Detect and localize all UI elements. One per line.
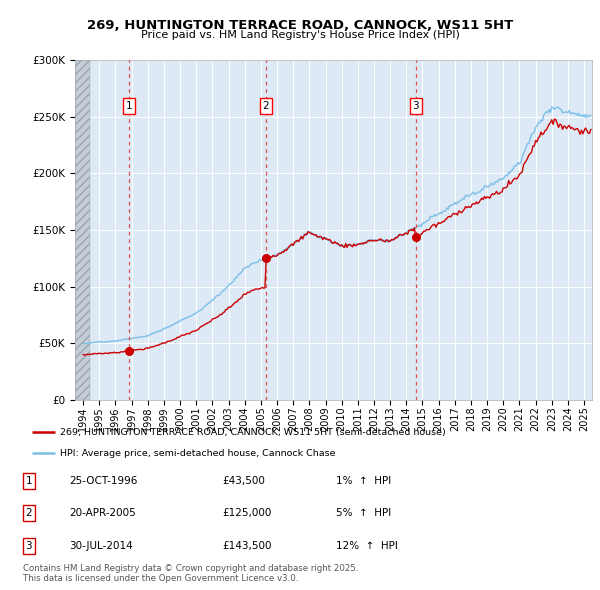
Text: 2: 2: [262, 101, 269, 111]
Text: 2: 2: [25, 509, 32, 518]
Text: 3: 3: [412, 101, 419, 111]
Text: 269, HUNTINGTON TERRACE ROAD, CANNOCK, WS11 5HT: 269, HUNTINGTON TERRACE ROAD, CANNOCK, W…: [87, 19, 513, 32]
Text: HPI: Average price, semi-detached house, Cannock Chase: HPI: Average price, semi-detached house,…: [60, 449, 336, 458]
Text: £43,500: £43,500: [222, 476, 265, 486]
Text: 5%  ↑  HPI: 5% ↑ HPI: [336, 509, 391, 518]
Text: 30-JUL-2014: 30-JUL-2014: [69, 541, 133, 550]
Bar: [75, 60, 90, 400]
Text: 20-APR-2005: 20-APR-2005: [69, 509, 136, 518]
Text: Price paid vs. HM Land Registry's House Price Index (HPI): Price paid vs. HM Land Registry's House …: [140, 30, 460, 40]
Text: 3: 3: [25, 541, 32, 550]
Text: Contains HM Land Registry data © Crown copyright and database right 2025.
This d: Contains HM Land Registry data © Crown c…: [23, 563, 358, 583]
Text: 1: 1: [125, 101, 132, 111]
Text: 12%  ↑  HPI: 12% ↑ HPI: [336, 541, 398, 550]
Text: 1: 1: [25, 476, 32, 486]
Text: £125,000: £125,000: [222, 509, 271, 518]
Text: 25-OCT-1996: 25-OCT-1996: [69, 476, 137, 486]
Text: £143,500: £143,500: [222, 541, 271, 550]
Text: 269, HUNTINGTON TERRACE ROAD, CANNOCK, WS11 5HT (semi-detached house): 269, HUNTINGTON TERRACE ROAD, CANNOCK, W…: [60, 428, 446, 437]
Text: 1%  ↑  HPI: 1% ↑ HPI: [336, 476, 391, 486]
